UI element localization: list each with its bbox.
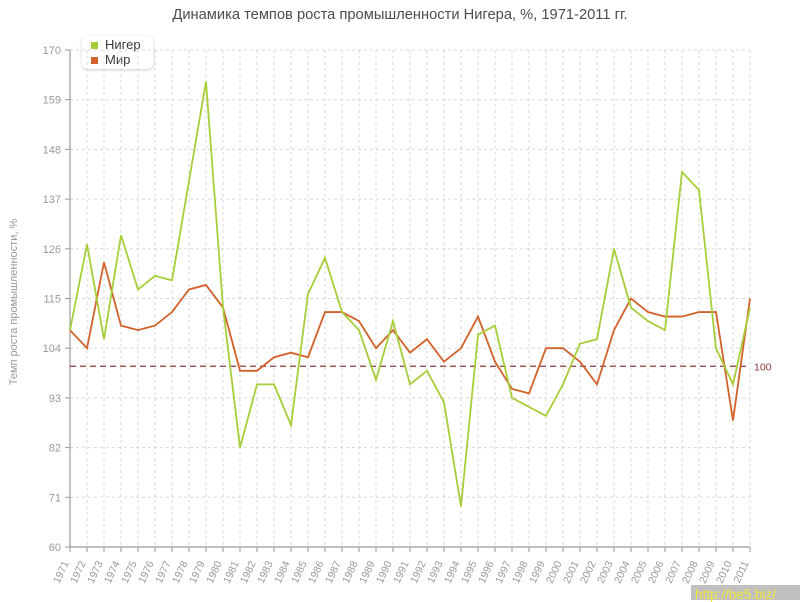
- svg-text:137: 137: [43, 194, 61, 206]
- svg-text:2010: 2010: [714, 559, 735, 585]
- svg-text:82: 82: [49, 443, 61, 455]
- svg-text:104: 104: [43, 343, 61, 355]
- svg-text:170: 170: [43, 45, 61, 57]
- svg-text:2011: 2011: [731, 559, 751, 585]
- svg-text:126: 126: [43, 244, 61, 256]
- svg-text:148: 148: [43, 144, 61, 156]
- svg-text:93: 93: [49, 393, 61, 405]
- svg-text:100: 100: [754, 361, 772, 373]
- svg-text:71: 71: [49, 492, 61, 504]
- svg-text:60: 60: [49, 542, 61, 554]
- svg-text:159: 159: [43, 95, 61, 107]
- svg-text:115: 115: [43, 294, 61, 306]
